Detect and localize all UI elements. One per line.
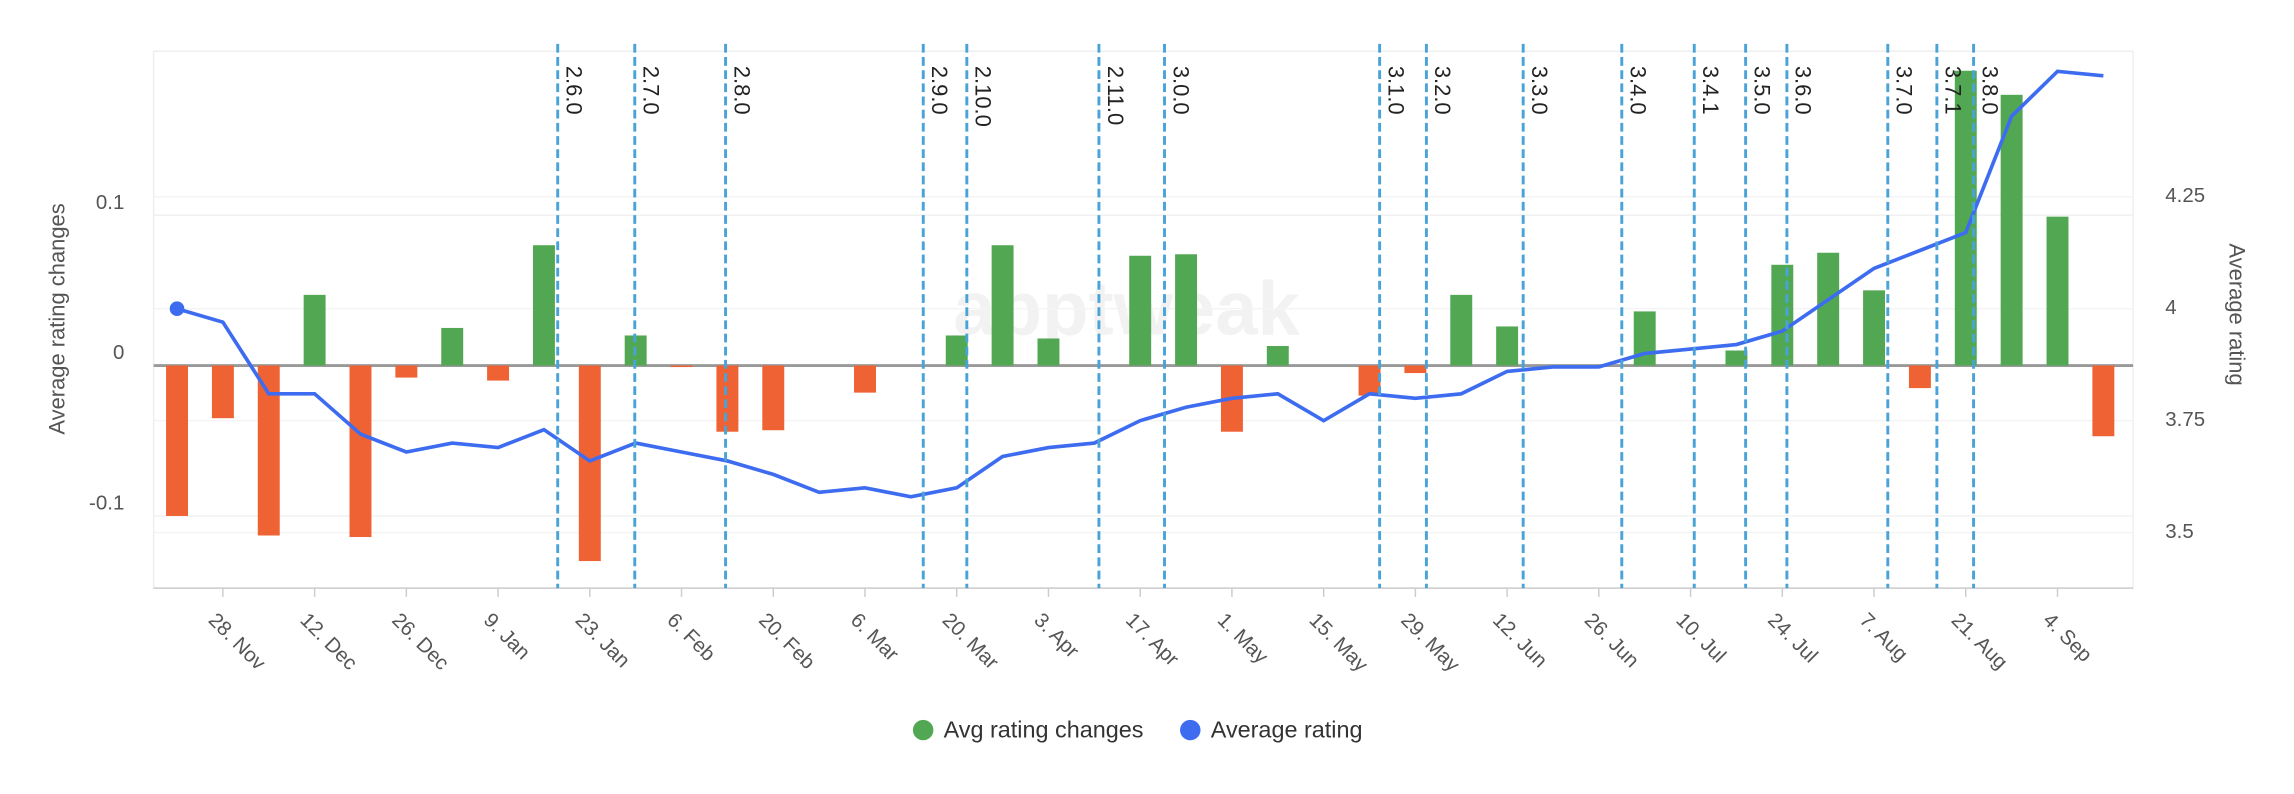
y-tick-label: 0.1 — [96, 191, 124, 214]
y-tick-label: -0.1 — [89, 492, 124, 515]
bar — [2046, 216, 2069, 366]
x-tick-label: 24. Jul — [1763, 609, 1822, 668]
bar — [991, 245, 1014, 366]
x-tick-label: 10. Jul — [1672, 609, 1731, 668]
bar — [1817, 252, 1840, 366]
bar — [1954, 70, 1977, 366]
y2-axis-label: Average rating — [2225, 243, 2250, 385]
release-label: 3.7.1 — [1941, 66, 1966, 115]
release-label: 2.7.0 — [639, 66, 664, 115]
x-tick-label: 29. May — [1396, 609, 1464, 677]
release-label: 2.8.0 — [729, 66, 754, 115]
y2-tick-label: 4.25 — [2165, 184, 2205, 207]
x-tick-label: 7. Aug — [1855, 609, 1912, 666]
release-label: 3.4.0 — [1626, 66, 1651, 115]
bar — [1771, 264, 1794, 366]
bar — [670, 365, 693, 368]
y2-tick-label: 4 — [2165, 296, 2176, 319]
release-label: 3.3.0 — [1527, 66, 1552, 115]
bar — [1404, 365, 1427, 374]
bar — [166, 365, 188, 516]
x-tick-label: 26. Dec — [387, 609, 453, 675]
legend-label: Average rating — [1211, 717, 1363, 743]
bar — [2000, 94, 2023, 366]
x-tick-label: 6. Mar — [846, 609, 903, 666]
legend-label: Avg rating changes — [944, 717, 1144, 743]
release-label: 2.10.0 — [971, 66, 996, 127]
release-label: 3.7.0 — [1892, 66, 1917, 115]
line-marker — [169, 301, 185, 317]
bar — [945, 335, 968, 366]
bar — [211, 365, 234, 419]
release-label: 3.5.0 — [1749, 66, 1774, 115]
x-tick-label: 17. Apr — [1121, 609, 1183, 671]
legend-swatch — [1180, 719, 1201, 741]
bar — [1908, 365, 1931, 389]
release-label: 2.11.0 — [1103, 66, 1128, 125]
bar — [532, 245, 555, 366]
bar — [854, 365, 876, 393]
release-label: 3.6.0 — [1791, 66, 1816, 115]
bar — [1266, 345, 1289, 366]
line — [176, 69, 2104, 499]
x-tick-label: 1. May — [1213, 609, 1273, 669]
bar — [1725, 350, 1748, 366]
y2-tick-label: 3.75 — [2165, 408, 2205, 431]
x-tick-label: 3. Apr — [1029, 609, 1083, 663]
bar — [257, 365, 280, 536]
bar — [1037, 338, 1060, 366]
legend-swatch — [912, 719, 934, 741]
x-tick-label: 28. Nov — [204, 609, 271, 676]
bar — [441, 327, 464, 366]
x-tick-label: 6. Feb — [662, 609, 719, 666]
release-label: 3.4.1 — [1698, 66, 1723, 115]
x-tick-label: 26. Jun — [1580, 609, 1644, 673]
bar — [716, 365, 739, 432]
bar — [1863, 290, 1886, 366]
x-tick-label: 9. Jan — [479, 609, 535, 665]
release-label: 3.2.0 — [1430, 66, 1455, 115]
bar — [1175, 254, 1198, 366]
bar — [303, 294, 326, 366]
release-label: 2.9.0 — [927, 66, 952, 115]
bar — [1358, 365, 1381, 396]
release-label: 3.1.0 — [1383, 66, 1408, 115]
x-tick-label: 20. Feb — [754, 609, 819, 674]
release-label: 3.0.0 — [1168, 66, 1193, 115]
x-tick-label: 12. Jun — [1488, 609, 1552, 673]
bar — [762, 365, 785, 431]
bar — [1450, 294, 1473, 366]
x-tick-label: 4. Sep — [2038, 609, 2096, 667]
y2-tick-label: 3.5 — [2165, 520, 2193, 543]
y-tick-label: 0 — [113, 341, 124, 364]
x-tick-label: 12. Dec — [296, 609, 362, 675]
bar — [1496, 326, 1519, 366]
y-axis-label: Average rating changes — [44, 203, 69, 434]
bar — [395, 365, 418, 378]
bar — [349, 365, 372, 538]
bar — [487, 365, 510, 381]
x-tick-label: 20. Mar — [938, 609, 1003, 674]
bar — [1129, 255, 1152, 366]
x-tick-label: 15. May — [1305, 609, 1373, 677]
release-label: 2.6.0 — [562, 66, 587, 115]
x-tick-label: 23. Jan — [571, 609, 635, 673]
x-tick-label: 21. Aug — [1947, 609, 2012, 674]
bar — [2092, 365, 2115, 437]
release-label: 3.8.0 — [1977, 66, 2002, 115]
bar — [578, 365, 601, 562]
